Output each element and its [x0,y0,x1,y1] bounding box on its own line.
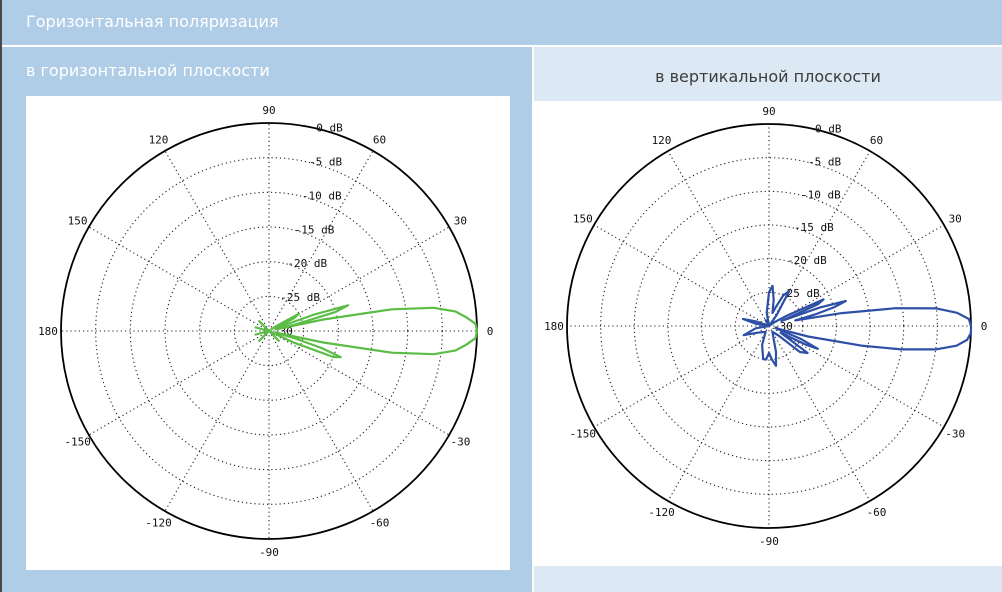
polar-grid [566,123,972,529]
angle-tick-label: 150 [68,215,88,228]
grid-ring [164,226,374,436]
angle-tick-label: 0 [487,325,494,338]
angle-tick-label: 90 [762,105,775,118]
angle-tick-label: 90 [262,104,275,117]
grid-spoke [88,226,270,332]
angle-tick-label: -30 [450,436,470,449]
horizontal-plane-panel: в горизонтальной плоскости 0 30 60 90 120 150… [2,47,532,592]
radial-tick-label: -25 dB [280,291,320,304]
angle-tick-label: -90 [759,535,779,548]
angle-tick-label: 180 [38,325,58,338]
angle-tick-label: 60 [373,134,386,147]
horizontal-plane-polar-chart: 0 30 60 90 120 150 180 -150 -120 -90 -60 -30 0 dB -5 … [38,104,494,559]
angle-tick-label: -60 [867,506,887,519]
angle-tick-label: 0 [981,320,988,333]
angle-tick-label: 150 [573,213,593,226]
angle-tick-label: 120 [652,134,672,147]
radiation-pattern-curve [741,284,973,367]
angle-tick-label: -90 [259,546,279,559]
radial-tick-label: -5 dB [309,155,342,168]
polar-grid [60,122,478,540]
radial-tick-label: -10 dB [302,189,342,202]
radial-tick-label: 0 dB [316,122,343,135]
grid-spoke [768,224,945,327]
grid-spoke [667,325,770,502]
grid-spoke [768,325,871,502]
vertical-plane-panel: в вертикальной плоскости 0 30 60 90 120 150 18… [534,47,1002,592]
grid-spoke [164,150,270,332]
horizontal-plane-title: в горизонтальной плоскости [26,61,270,80]
horizontal-plane-plot-area: 0 30 60 90 120 150 180 -150 -120 -90 -60 -30 0 dB -5 … [26,96,510,570]
grid-spoke [593,325,770,428]
grid-spoke [164,330,270,512]
angle-tick-label: -120 [648,506,675,519]
angle-tick-label: -120 [145,516,172,529]
grid-spoke [268,150,374,332]
grid-spoke [268,330,450,436]
grid-spoke [593,224,770,327]
radial-tick-label: -15 dB [295,223,335,236]
radial-tick-label: -15 dB [794,221,834,234]
grid-spoke [268,330,374,512]
vertical-plane-title: в вертикальной плоскости [655,67,881,86]
radial-tick-label: -20 dB [787,254,827,267]
angle-tick-label: -60 [370,516,390,529]
radial-tick-label: -10 dB [801,188,841,201]
radiation-pattern-curve [254,304,479,359]
radial-tick-label: -20 dB [287,257,327,270]
window-left-edge [0,0,2,592]
angle-tick-label: -30 [945,428,965,441]
grid-spoke [667,150,770,327]
grid-spoke [768,325,945,428]
angle-tick-label: 120 [149,134,169,147]
angle-tick-label: 60 [870,134,883,147]
page-header: Горизонтальная поляризация [2,0,1002,45]
grid-ring [199,261,339,401]
angle-tick-label: 30 [949,213,962,226]
angle-tick-label: -150 [64,436,91,449]
radial-tick-label: 0 dB [815,122,842,135]
angle-tick-label: 180 [544,320,564,333]
radial-tick-label: -5 dB [808,155,841,168]
page-title: Горизонтальная поляризация [26,12,279,31]
grid-spoke [88,330,270,436]
vertical-plane-polar-chart: 0 30 60 90 120 150 180 -150 -120 -90 -60 -30 0 dB -5 … [544,105,988,548]
angle-tick-label: -150 [570,428,597,441]
vertical-plane-plot-area: 0 30 60 90 120 150 180 -150 -120 -90 -60 -30 0 dB -5 … [534,101,1002,566]
angle-tick-label: 30 [454,215,467,228]
